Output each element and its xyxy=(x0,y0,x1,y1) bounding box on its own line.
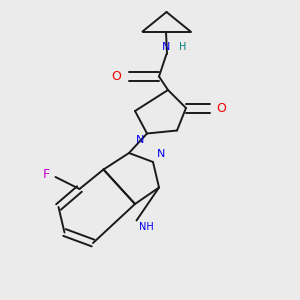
Text: N: N xyxy=(157,149,165,159)
Text: NH: NH xyxy=(140,222,154,232)
Text: F: F xyxy=(43,168,50,181)
Text: H: H xyxy=(179,43,187,52)
Text: O: O xyxy=(112,70,122,83)
Text: N: N xyxy=(136,135,145,145)
Text: O: O xyxy=(217,101,226,115)
Text: N: N xyxy=(162,43,171,52)
